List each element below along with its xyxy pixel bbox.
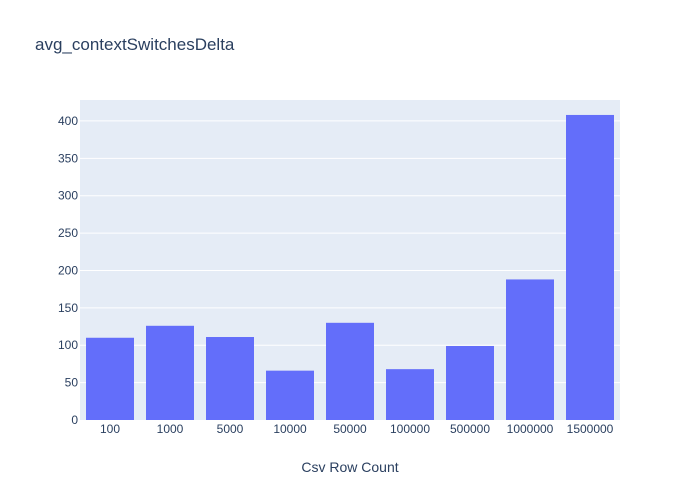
x-tick-label: 50000: [333, 422, 367, 436]
y-tick-label: 50: [65, 376, 79, 390]
bar-100000[interactable]: [386, 369, 434, 420]
x-tick-label: 10000: [273, 422, 307, 436]
x-tick-label: 1000: [157, 422, 184, 436]
y-tick-label: 200: [58, 263, 78, 277]
bar-1000[interactable]: [146, 325, 194, 420]
bar-5000[interactable]: [206, 337, 254, 420]
x-tick-label: 500000: [450, 422, 490, 436]
y-tick-label: 150: [58, 301, 78, 315]
y-tick-label: 100: [58, 338, 78, 352]
x-tick-label: 100: [100, 422, 120, 436]
y-tick-label: 300: [58, 189, 78, 203]
x-tick-label: 100000: [390, 422, 430, 436]
bar-500000[interactable]: [446, 345, 494, 420]
y-tick-label: 0: [71, 413, 78, 427]
y-tick-label: 400: [58, 114, 78, 128]
y-tick-label: 250: [58, 226, 78, 240]
x-tick-label: 1000000: [507, 422, 554, 436]
x-tick-label: 1500000: [567, 422, 614, 436]
x-tick-label: 5000: [217, 422, 244, 436]
y-axis-ticks: 0 50 100 150 200 250 300 350 400: [58, 114, 78, 427]
bars: [86, 114, 614, 420]
bar-100[interactable]: [86, 337, 134, 420]
bar-10000[interactable]: [266, 370, 314, 420]
chart-title: avg_contextSwitchesDelta: [35, 35, 235, 54]
bar-50000[interactable]: [326, 322, 374, 420]
x-axis-ticks: 100 1000 5000 10000 50000 100000 500000 1000000…: [100, 422, 614, 436]
bar-1000000[interactable]: [506, 279, 554, 420]
bar-1500000[interactable]: [566, 114, 614, 420]
x-axis-title: Csv Row Count: [301, 459, 398, 475]
y-tick-label: 350: [58, 151, 78, 165]
